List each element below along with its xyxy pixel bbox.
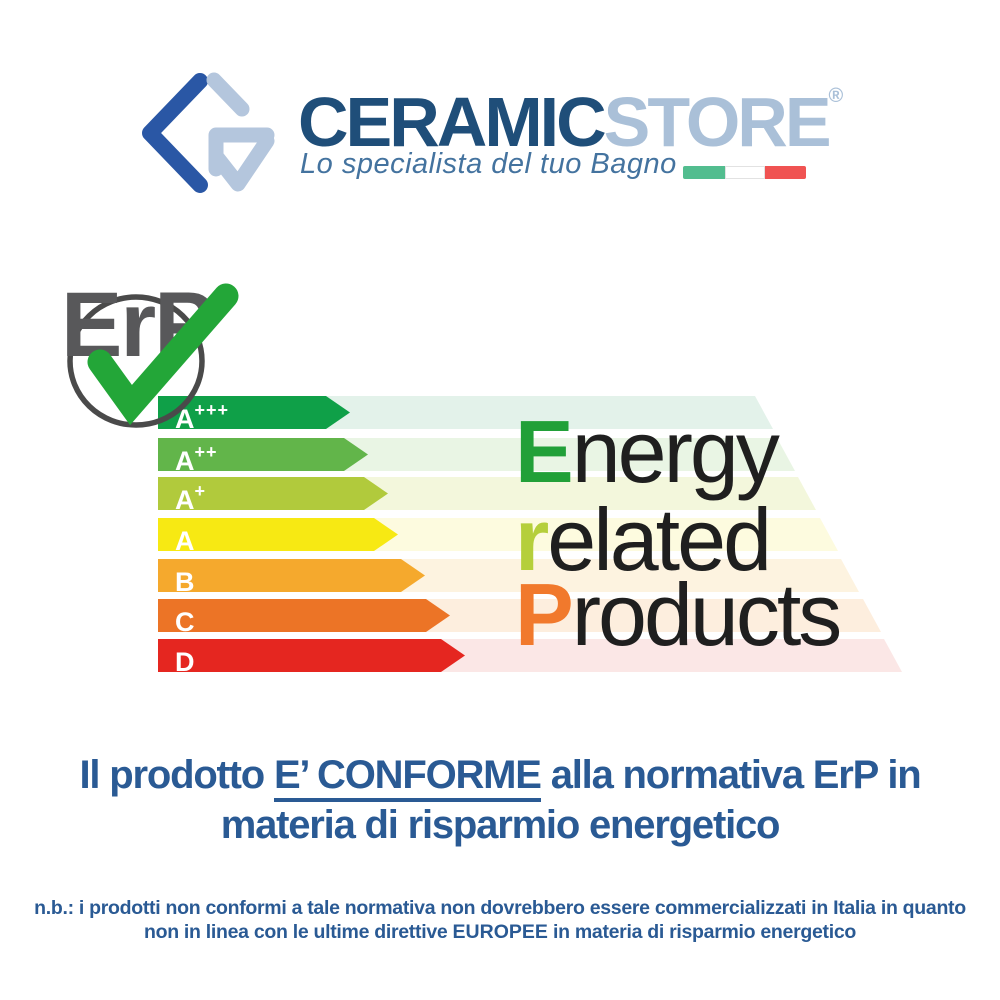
logo-mark-svg xyxy=(142,72,275,193)
energy-title-rest: roducts xyxy=(571,565,843,664)
energy-title-initial: r xyxy=(515,490,549,589)
erp-approval-badge: ErP xyxy=(45,263,275,448)
energy-bar-a: A xyxy=(158,518,398,551)
energy-title-line: Products xyxy=(515,571,842,659)
logo-chevron-shape xyxy=(142,73,208,193)
headline-pre: Il prodotto xyxy=(79,753,274,797)
italian-flag-icon xyxy=(683,166,806,179)
energy-bar-label: B xyxy=(175,567,195,597)
energy-bar-label: A+ xyxy=(175,481,207,515)
energy-bar-label: A++ xyxy=(175,442,218,476)
energy-title-initial: E xyxy=(515,402,574,501)
energy-bar-a-plus-plus: A++ xyxy=(158,438,368,471)
logo-s-bottom-stroke xyxy=(208,133,275,192)
approval-circle-icon xyxy=(67,294,205,428)
energy-bar-label: C xyxy=(175,607,195,637)
ceramicstore-logo-icon xyxy=(138,59,298,205)
energy-title-rest: nergy xyxy=(571,402,780,501)
headline-line1: Il prodotto E’ CONFORME alla normativa E… xyxy=(0,750,1000,802)
footnote-europee-bold: EUROPEE xyxy=(452,921,548,943)
footnote-line2-pre: non in linea con le ultime direttive xyxy=(143,921,453,943)
energy-title-line: Energy xyxy=(515,408,780,496)
brand-secondary-text: STORE xyxy=(603,83,832,161)
footnote-line1: n.b.: i prodotti non conformi a tale nor… xyxy=(34,897,966,919)
erp-badge-svg: ErP xyxy=(61,274,239,428)
energy-title-line: related xyxy=(515,496,772,584)
energy-title-initial: P xyxy=(515,565,574,664)
logo-s-shape xyxy=(206,72,275,192)
headline-post: alla normativa ErP in xyxy=(540,753,922,797)
energy-bar-d: D xyxy=(158,639,465,672)
checkmark-icon xyxy=(87,283,239,426)
headline-emphasis-underlined: E’ CONFORME xyxy=(273,753,542,802)
footnote-line2: non in linea con le ultime direttive EUR… xyxy=(0,920,1000,944)
flag-green-stripe xyxy=(683,166,725,179)
logo-s-top-stroke xyxy=(206,72,250,117)
headline-line2: materia di risparmio energetico xyxy=(220,803,781,847)
energy-bar-label: D xyxy=(175,647,195,677)
brand-wordmark: CERAMICSTORE® xyxy=(298,82,843,162)
footnote: n.b.: i prodotti non conformi a tale nor… xyxy=(0,896,1000,944)
energy-title-rest: elated xyxy=(547,490,772,589)
footnote-line2-post: in materia di risparmio energetico xyxy=(547,921,856,943)
conformity-headline: Il prodotto E’ CONFORME alla normativa E… xyxy=(0,750,1000,850)
energy-bar-c: C xyxy=(158,599,450,632)
flag-white-stripe xyxy=(725,166,765,179)
energy-bar-a-plus: A+ xyxy=(158,477,388,510)
flag-red-stripe xyxy=(765,166,806,179)
brand-primary-text: CERAMIC xyxy=(298,83,607,161)
energy-bar-label: A xyxy=(175,526,195,556)
erp-infographic: A+++ A++ A+ A B C D Energy related Produ… xyxy=(0,240,1000,720)
energy-bar-b: B xyxy=(158,559,425,592)
registered-trademark-symbol: ® xyxy=(828,85,844,107)
brand-tagline: Lo specialista del tuo Bagno xyxy=(300,148,677,180)
